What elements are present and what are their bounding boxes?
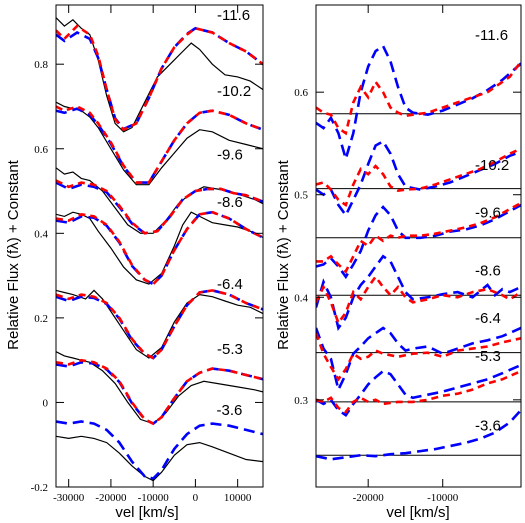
left-y-tick-label-0: -0.2 bbox=[31, 482, 48, 494]
right-model-red-line-5 bbox=[316, 369, 521, 414]
right-model-blue-line-1 bbox=[316, 139, 521, 218]
left-model-red-line-1 bbox=[56, 105, 263, 184]
right-x-tick-label-0: -20000 bbox=[353, 492, 385, 504]
left-observed-line-3 bbox=[56, 211, 263, 285]
right-model-blue-line-2 bbox=[316, 203, 521, 280]
left-epoch-label-3: -8.6 bbox=[217, 194, 243, 211]
left-y-tick-label-4: 0.6 bbox=[34, 144, 48, 156]
right-plot-area bbox=[316, 44, 521, 461]
left-model-blue-line-3 bbox=[56, 210, 263, 286]
left-y-tick-label-1: 0 bbox=[43, 397, 49, 409]
left-x-tick-label-3: 0 bbox=[193, 492, 199, 504]
left-x-tick-label-2: -10000 bbox=[138, 492, 170, 504]
left-epoch-label-6: -3.6 bbox=[217, 402, 243, 419]
left-epoch-label-4: -6.4 bbox=[217, 276, 243, 293]
right-y-tick-label-1: 0.4 bbox=[294, 292, 308, 304]
right-model-blue-line-3 bbox=[316, 254, 521, 332]
left-epoch-label-2: -9.6 bbox=[217, 146, 243, 163]
left-x-tick-label-0: -30000 bbox=[53, 492, 85, 504]
right-model-red-line-4 bbox=[316, 332, 521, 382]
right-model-blue-line-5 bbox=[316, 363, 521, 418]
left-y-tick-label-5: 0.8 bbox=[34, 59, 48, 71]
left-y-tick-label-2: 0.2 bbox=[34, 313, 48, 325]
right-y-tick-label-3: 0.6 bbox=[294, 87, 308, 99]
right-model-red-line-3 bbox=[316, 274, 521, 326]
right-model-blue-line-0 bbox=[316, 44, 521, 164]
right-plot-frame bbox=[315, 4, 522, 488]
left-model-red-line-2 bbox=[56, 179, 263, 235]
right-model-blue-line-4 bbox=[316, 326, 521, 394]
left-epoch-label-0: -11.6 bbox=[217, 7, 250, 24]
left-epoch-label-1: -10.2 bbox=[217, 83, 251, 100]
left-plot-area bbox=[56, 17, 263, 482]
left-model-red-line-5 bbox=[56, 358, 263, 426]
right-model-red-line-0 bbox=[316, 60, 521, 136]
right-epoch-label-5: -5.3 bbox=[475, 348, 501, 365]
right-epoch-label-4: -6.4 bbox=[475, 310, 501, 327]
left-model-blue-line-6 bbox=[56, 420, 263, 480]
left-x-tick-label-4: 10000 bbox=[224, 492, 252, 504]
right-y-tick-label-2: 0.5 bbox=[294, 190, 308, 202]
right-model-red-line-1 bbox=[316, 147, 521, 208]
right-y-tick-label-0: 0.3 bbox=[294, 395, 308, 407]
left-model-red-line-4 bbox=[56, 289, 263, 360]
right-model-red-line-2 bbox=[316, 201, 521, 274]
right-epoch-label-1: -10.2 bbox=[475, 157, 509, 174]
left-observed-line-1 bbox=[56, 101, 263, 186]
right-epoch-label-3: -8.6 bbox=[475, 263, 501, 280]
right-epoch-label-0: -11.6 bbox=[475, 27, 508, 44]
right-x-axis-label: vel [km/s] bbox=[386, 504, 449, 521]
left-epoch-label-5: -5.3 bbox=[217, 341, 243, 358]
right-x-tick-label-1: -10000 bbox=[427, 492, 459, 504]
left-x-tick-label-1: -20000 bbox=[95, 492, 127, 504]
right-y-axis-label: Relative Flux (fλ) + Constant bbox=[275, 159, 292, 349]
left-model-red-line-3 bbox=[56, 210, 263, 286]
left-panel: -11.6 -10.2 -9.6 -8.6 -6.4 -5.3 -3.6 -30000 -200… bbox=[31, 4, 264, 504]
left-observed-line-6 bbox=[56, 435, 263, 482]
left-model-red-line-0 bbox=[56, 24, 263, 132]
left-y-axis-label: Relative Flux (fλ) + Constant bbox=[5, 159, 22, 349]
left-plot-frame bbox=[55, 4, 264, 488]
left-x-axis-label: vel [km/s] bbox=[115, 504, 178, 521]
left-y-tick-label-3: 0.4 bbox=[34, 228, 48, 240]
right-model-blue-line-6 bbox=[316, 409, 521, 461]
left-model-blue-line-0 bbox=[56, 26, 263, 131]
right-panel: -11.6 -10.2 -9.6 -8.6 -6.4 -5.3 -3.6 -20000 -100… bbox=[294, 4, 522, 504]
right-epoch-label-6: -3.6 bbox=[475, 418, 501, 435]
left-observed-line-4 bbox=[56, 289, 263, 359]
right-epoch-label-2: -9.6 bbox=[475, 204, 501, 221]
